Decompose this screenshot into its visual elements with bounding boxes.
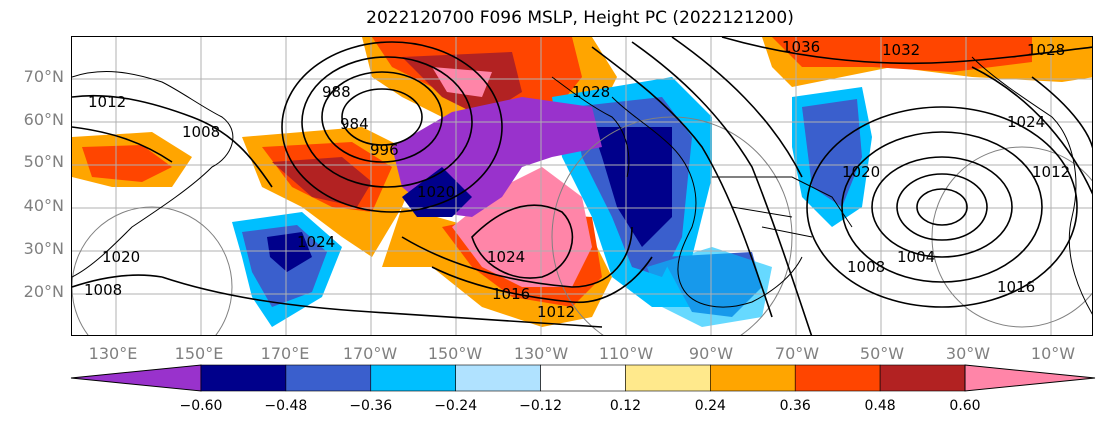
colorbar-tick-label: 0.12 xyxy=(609,398,642,414)
contour-label: 1024 xyxy=(487,248,525,266)
contour-label: 1028 xyxy=(572,83,610,101)
map-panel: 1012 1008 1008 984 988 996 1020 1024 102… xyxy=(71,36,1093,336)
lon-label-170e: 170°E xyxy=(260,344,310,363)
colorbar-segment xyxy=(625,364,711,392)
contour-labels: 1012 1008 1008 984 988 996 1020 1024 102… xyxy=(84,38,1070,321)
anomaly-red-west xyxy=(82,145,172,182)
contour-label: 1036 xyxy=(782,38,820,56)
colorbar-segment xyxy=(285,364,372,392)
anomaly-navy-west-pacific xyxy=(267,232,312,272)
anomaly-blue-atlantic xyxy=(802,99,862,207)
colorbar-tick-label: −0.24 xyxy=(434,398,478,414)
lon-label-10w: 10°W xyxy=(1030,344,1076,363)
colorbar-segment xyxy=(455,364,541,392)
contour-label: 1020 xyxy=(417,183,455,201)
colorbar-tick-label: −0.48 xyxy=(264,398,308,414)
anomaly-pink-east-pacific xyxy=(452,167,592,287)
contour-label: 988 xyxy=(322,83,351,101)
lat-label-50n: 50°N xyxy=(23,152,64,171)
lon-label-130e: 130°E xyxy=(88,344,138,363)
colorbar-tick-label: −0.60 xyxy=(179,398,223,414)
contour-label: 1032 xyxy=(882,41,920,59)
lat-label-60n: 60°N xyxy=(23,110,64,129)
anomaly-navy-north-america xyxy=(592,127,672,247)
colorbar-tick-label: 0.60 xyxy=(949,398,981,414)
anomaly-red-east-atlantic xyxy=(772,37,1032,72)
lon-label-130w: 130°W xyxy=(513,344,569,363)
contour-label: 1008 xyxy=(84,281,122,299)
contour-label: 1008 xyxy=(847,258,885,276)
lon-label-110w: 110°W xyxy=(598,344,654,363)
lon-label-50w: 50°W xyxy=(859,344,905,363)
lon-label-30w: 30°W xyxy=(945,344,991,363)
contour-label: 1016 xyxy=(492,285,530,303)
colorbar-segment xyxy=(710,364,796,392)
mslp-contours xyxy=(72,37,1092,335)
lon-label-150w: 150°W xyxy=(427,344,483,363)
colorbar-tick-label: −0.36 xyxy=(349,398,393,414)
colorbar-segment xyxy=(540,364,626,392)
colorbar-tick-label: 0.36 xyxy=(779,398,811,414)
contour-label: 1024 xyxy=(1007,113,1045,131)
anomaly-pink-north-pacific xyxy=(432,67,492,97)
lon-label-150e: 150°E xyxy=(174,344,224,363)
colorbar-segment xyxy=(200,364,287,392)
lat-label-20n: 20°N xyxy=(23,282,64,301)
contour-label: 1020 xyxy=(102,248,140,266)
contour-label: 984 xyxy=(340,115,369,133)
colorbar-tick-label: 0.48 xyxy=(864,398,896,414)
negative-anomaly-shading xyxy=(232,77,872,327)
contour-label: 1028 xyxy=(1027,41,1065,59)
lon-label-90w: 90°W xyxy=(688,344,734,363)
colorbar-extend-low xyxy=(70,364,202,392)
lat-label-40n: 40°N xyxy=(23,196,64,215)
contour-label: 1008 xyxy=(182,123,220,141)
lon-label-170w: 170°W xyxy=(342,344,398,363)
anomaly-navy-gulf-alaska xyxy=(402,167,472,217)
contour-label: 1004 xyxy=(897,248,935,266)
lat-label-30n: 30°N xyxy=(23,239,64,258)
lon-label-70w: 70°W xyxy=(774,344,820,363)
contour-label: 1016 xyxy=(997,278,1035,296)
colorbar-segment xyxy=(794,364,881,392)
map-canvas: 1012 1008 1008 984 988 996 1020 1024 102… xyxy=(72,37,1092,335)
contour-label: 1012 xyxy=(1032,163,1070,181)
contour-label: 1012 xyxy=(537,303,575,321)
contour-label: 996 xyxy=(370,141,399,159)
graticule xyxy=(72,37,1092,335)
colorbar-tick-label: −0.12 xyxy=(519,398,562,414)
colorbar-segment xyxy=(879,364,966,392)
contour-label: 1012 xyxy=(88,93,126,111)
colorbar-tick-label: 0.24 xyxy=(694,398,726,414)
figure-title: 2022120700 F096 MSLP, Height PC (2022121… xyxy=(366,8,794,28)
colorbar xyxy=(70,364,1096,392)
contour-label: 1020 xyxy=(842,163,880,181)
lat-label-70n: 70°N xyxy=(23,67,64,86)
colorbar-extend-high xyxy=(964,364,1096,392)
contour-label: 1024 xyxy=(297,233,335,251)
colorbar-segment xyxy=(370,364,456,392)
